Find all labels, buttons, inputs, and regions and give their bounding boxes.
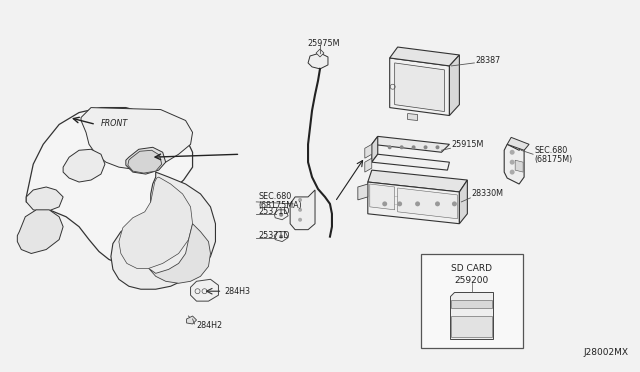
Text: SD CARD: SD CARD	[451, 264, 492, 273]
Text: (68175MA): (68175MA)	[259, 201, 302, 210]
Polygon shape	[408, 113, 417, 121]
Polygon shape	[451, 300, 492, 308]
Text: 25915M: 25915M	[451, 140, 484, 149]
Polygon shape	[370, 184, 395, 210]
Polygon shape	[63, 149, 105, 182]
Text: SEC.680: SEC.680	[534, 146, 567, 155]
Text: FRONT: FRONT	[101, 119, 128, 128]
Polygon shape	[128, 150, 162, 173]
Circle shape	[412, 145, 415, 149]
Circle shape	[452, 201, 457, 206]
Text: 284H3: 284H3	[225, 287, 250, 296]
Polygon shape	[187, 316, 196, 324]
Circle shape	[399, 145, 404, 149]
Circle shape	[279, 213, 283, 217]
Polygon shape	[274, 232, 288, 241]
Polygon shape	[17, 210, 63, 253]
Polygon shape	[148, 224, 211, 283]
Polygon shape	[397, 188, 458, 219]
Circle shape	[415, 201, 420, 206]
Polygon shape	[126, 147, 166, 174]
Circle shape	[397, 201, 402, 206]
Polygon shape	[368, 182, 460, 224]
Circle shape	[382, 201, 387, 206]
Circle shape	[298, 218, 302, 222]
Circle shape	[388, 145, 392, 149]
Text: 28387: 28387	[476, 57, 500, 65]
Polygon shape	[81, 108, 193, 169]
Polygon shape	[365, 158, 372, 172]
Polygon shape	[119, 177, 193, 268]
Polygon shape	[26, 108, 193, 263]
Polygon shape	[390, 58, 449, 116]
Polygon shape	[420, 254, 523, 349]
Circle shape	[424, 145, 428, 149]
Circle shape	[509, 170, 515, 174]
Text: 25975M: 25975M	[307, 39, 340, 48]
Polygon shape	[515, 160, 523, 172]
Polygon shape	[316, 49, 324, 57]
Circle shape	[435, 145, 440, 149]
Polygon shape	[111, 172, 216, 289]
Text: 28330M: 28330M	[471, 189, 503, 198]
Polygon shape	[395, 63, 444, 112]
Circle shape	[298, 198, 302, 202]
Polygon shape	[451, 292, 493, 339]
Polygon shape	[368, 170, 467, 192]
Polygon shape	[372, 154, 449, 170]
Polygon shape	[449, 55, 460, 116]
Text: 25371D: 25371D	[259, 207, 290, 216]
Polygon shape	[191, 279, 218, 301]
Circle shape	[298, 208, 302, 212]
Polygon shape	[26, 187, 63, 212]
Polygon shape	[308, 53, 328, 69]
Circle shape	[509, 150, 515, 155]
Polygon shape	[372, 137, 449, 152]
Polygon shape	[507, 137, 529, 150]
Polygon shape	[372, 137, 378, 162]
Text: (68175M): (68175M)	[534, 155, 572, 164]
Polygon shape	[290, 190, 315, 230]
Polygon shape	[365, 144, 372, 158]
Text: 25371D: 25371D	[259, 231, 290, 240]
Polygon shape	[460, 180, 467, 224]
Circle shape	[509, 160, 515, 165]
Circle shape	[279, 235, 283, 238]
Polygon shape	[504, 144, 524, 184]
Polygon shape	[451, 315, 492, 337]
Polygon shape	[358, 184, 368, 200]
Polygon shape	[274, 210, 288, 220]
Text: 284H2: 284H2	[196, 321, 223, 330]
Polygon shape	[390, 47, 460, 66]
Text: J28002MX: J28002MX	[584, 348, 628, 357]
Text: 259200: 259200	[454, 276, 489, 285]
Text: SEC.680: SEC.680	[259, 192, 291, 201]
Circle shape	[435, 201, 440, 206]
